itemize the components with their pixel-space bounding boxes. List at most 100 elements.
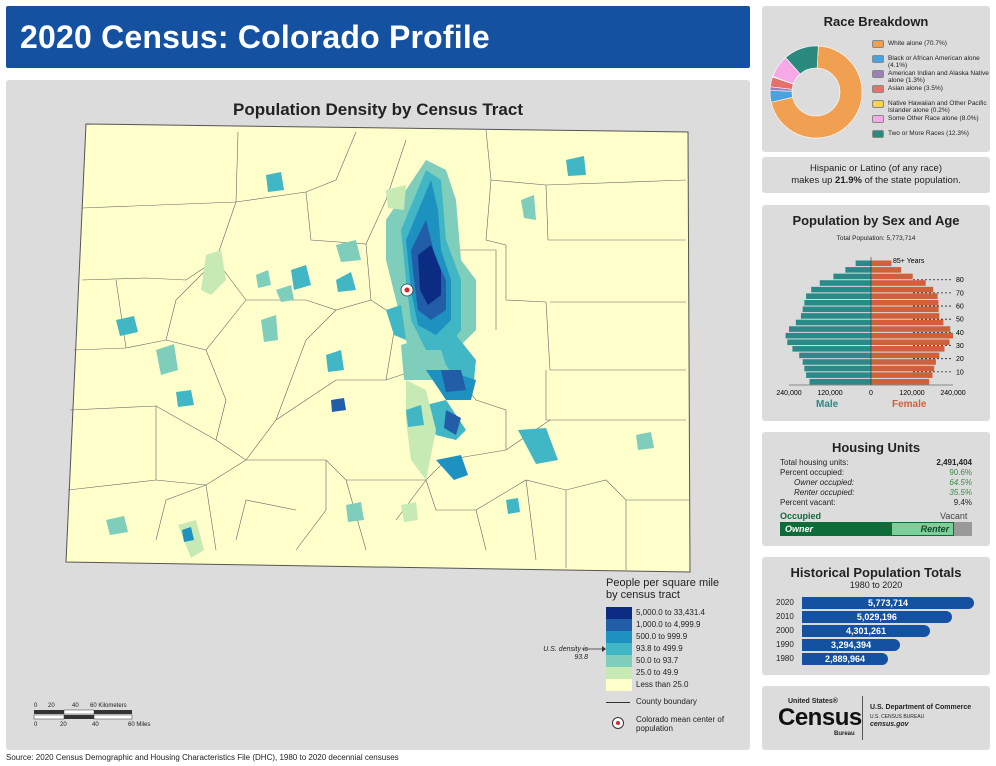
race-swatch [872, 70, 884, 78]
housing-panel: Housing Units Total housing units: 2,491,… [762, 432, 990, 546]
hispanic-panel: Hispanic or Latino (of any race) makes u… [762, 157, 990, 193]
female-bar [871, 365, 935, 372]
male-bar [795, 319, 871, 326]
housing-title: Housing Units [831, 440, 921, 455]
legend-label: 25.0 to 49.9 [636, 668, 679, 677]
mean-center-label: Colorado mean center of population [636, 715, 725, 733]
historical-bar: 4,301,261 [802, 625, 931, 637]
female-bar [871, 260, 892, 267]
housing-row: Owner occupied: 64.5% [794, 478, 972, 487]
hispanic-line1: Hispanic or Latino (of any race) [809, 163, 942, 174]
race-slice [785, 45, 819, 75]
female-bar [871, 286, 934, 293]
male-bar [787, 339, 871, 346]
race-swatch [872, 130, 884, 138]
female-bar [871, 267, 902, 273]
female-bar [871, 299, 939, 306]
historical-year: 2010 [776, 612, 794, 621]
us-density-note: U.S. density is 93.8 [543, 646, 588, 661]
pyramid-title: Population by Sex and Age [792, 213, 960, 228]
legend-label: 1,000.0 to 4,999.9 [636, 620, 701, 629]
pyramid-age-tick: 30 [956, 343, 964, 350]
pyramid-x-tick: 120,000 [817, 390, 842, 397]
housing-row: Percent occupied: 90.6% [780, 468, 972, 477]
county-boundary-label: County boundary [636, 697, 697, 706]
race-label: Black or African American alone (4.1%) [888, 55, 980, 69]
housing-row: Renter occupied: 35.5% [794, 488, 972, 497]
occupied-label: Occupied [780, 511, 822, 521]
occupancy-bar: Owner Renter [780, 522, 972, 536]
male-bar [845, 267, 871, 273]
pyramid-x-tick: 240,000 [776, 390, 801, 397]
historical-bar: 5,029,196 [802, 611, 952, 623]
historical-year: 1980 [776, 654, 794, 663]
scale-bar [33, 709, 133, 720]
map-panel: Population Density by Census Tract [6, 80, 750, 750]
race-slice [770, 45, 863, 139]
population-pyramid: 240,000 120,000 0 120,000 240,000 80 70 60 50 40 3… [776, 257, 966, 397]
pyramid-age-tick: 50 [956, 317, 964, 324]
race-label: American Indian and Alaska Native alone … [888, 70, 989, 84]
female-bar [871, 280, 926, 286]
dept-sub: U.S. CENSUS BUREAU [870, 714, 925, 720]
female-bar [871, 332, 953, 339]
housing-row: Percent vacant: 9.4% [780, 498, 972, 507]
male-bar [806, 293, 871, 299]
map-title: Population Density by Census Tract [232, 100, 523, 119]
logo-divider [862, 696, 863, 740]
legend-swatch [606, 619, 632, 631]
female-bar [871, 293, 938, 299]
pyramid-age-tick: 10 [956, 369, 964, 376]
male-bar [800, 313, 871, 319]
legend-label: 5,000.0 to 33,431.4 [636, 608, 705, 617]
owner-bar: Owner [781, 523, 893, 535]
female-bar [871, 372, 933, 378]
male-bar [804, 365, 871, 372]
pyramid-total: Total Population: 5,773,714 [836, 235, 916, 242]
female-bar [871, 273, 913, 280]
pyramid-age-tick: 60 [956, 304, 964, 311]
race-label: White alone (70.7%) [888, 40, 947, 47]
female-label: Female [892, 399, 927, 410]
page-header: 2020 Census: Colorado Profile [6, 6, 750, 68]
race-swatch [872, 55, 884, 63]
race-donut-chart [769, 45, 863, 139]
density-shading [106, 156, 654, 558]
male-label: Male [816, 399, 839, 410]
mean-center-icon [612, 717, 624, 729]
female-bar [871, 313, 940, 319]
census-gov-link[interactable]: census.gov [870, 721, 909, 728]
female-bar [871, 346, 945, 352]
historical-bar: 5,773,714 [802, 597, 974, 609]
pyramid-panel: Population by Sex and Age Total Populati… [762, 205, 990, 421]
historical-bar: 3,294,394 [802, 639, 901, 651]
legend-swatch [606, 631, 632, 643]
source-note: Source: 2020 Census Demographic and Hous… [6, 753, 399, 762]
pyramid-age-tick: 20 [956, 356, 964, 363]
race-label: Asian alone (3.5%) [888, 85, 943, 92]
race-panel: Race Breakdown White alone (70.7%) Black … [762, 6, 990, 152]
male-bar [799, 352, 871, 359]
legend-swatch [606, 667, 632, 679]
page-title: 2020 Census: Colorado Profile [20, 19, 490, 55]
legend-label: Less than 25.0 [636, 680, 689, 689]
race-label: Two or More Races (12.3%) [888, 130, 969, 137]
female-bar [871, 378, 930, 385]
race-swatch [872, 100, 884, 108]
legend-label: 93.8 to 499.9 [636, 644, 683, 653]
race-swatch [872, 40, 884, 48]
pyramid-age-tick: 40 [956, 330, 964, 337]
female-bar [871, 326, 951, 332]
hispanic-text: Hispanic or Latino (of any race) makes u… [762, 157, 990, 187]
pyramid-x-tick: 0 [869, 390, 873, 397]
legend-title: People per square mile by census tract [606, 577, 720, 601]
census-logo: United States® Census Bureau [778, 698, 862, 737]
female-bar [871, 339, 950, 346]
race-title: Race Breakdown [823, 14, 929, 29]
historical-panel: Historical Population Totals 1980 to 202… [762, 557, 990, 675]
housing-row: Total housing units: 2,491,404 [780, 458, 972, 467]
male-bar [804, 299, 871, 306]
legend-swatch [606, 655, 632, 667]
race-label: Some Other Race alone (8.0%) [888, 115, 979, 122]
female-bar [871, 306, 939, 313]
